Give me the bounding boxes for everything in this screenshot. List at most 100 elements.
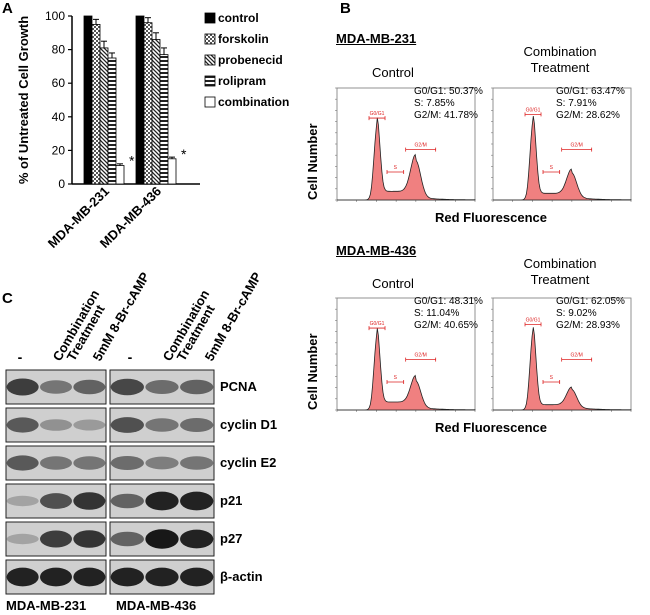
significance-marker: *: [181, 146, 187, 162]
blot-band: [180, 567, 214, 587]
lane-label: -: [18, 349, 23, 365]
protein-label: p27: [220, 531, 243, 546]
legend-label: rolipram: [218, 74, 266, 88]
flow-hist-title: Control: [372, 65, 414, 80]
blot-band: [110, 493, 144, 509]
stat-g0g1: G0/G1: 48.31%: [414, 296, 483, 307]
protein-label: p21: [220, 493, 243, 508]
flow-stats: G0/G1: 50.37% S: 7.85% G2/M: 41.78%: [414, 86, 483, 122]
bar: [91, 23, 101, 185]
gate-label: G2/M: [571, 353, 583, 359]
blot-band: [180, 418, 214, 432]
stat-g2m: G2/M: 40.65%: [414, 320, 478, 331]
flow-cell-line-title-2: MDA-MB-436: [336, 243, 417, 258]
blot-cell-line-label: MDA-MB-231: [6, 598, 87, 613]
y-tick-label: 20: [52, 143, 66, 157]
bar: [167, 158, 177, 185]
flow-histogram-436-control: G0/G1 S G2/M: [335, 297, 476, 412]
stat-g0g1: G0/G1: 62.05%: [556, 296, 625, 307]
blot-cell-line-label: MDA-MB-436: [116, 598, 197, 613]
blot-band: [145, 456, 179, 470]
bar: [151, 39, 161, 185]
blot-band: [6, 567, 39, 587]
blot-band: [6, 533, 39, 545]
gate-label: G2/M: [571, 143, 583, 149]
blot-band: [6, 495, 39, 507]
legend-label: probenecid: [218, 53, 283, 67]
gate-label: G0/G1: [526, 317, 541, 323]
flow-stats: G0/G1: 62.05% S: 9.02% G2/M: 28.93%: [556, 296, 625, 332]
protein-label: cyclin D1: [220, 417, 278, 432]
gate-label: S: [550, 375, 554, 381]
stat-g2m: G2/M: 28.93%: [556, 320, 620, 331]
panel-b-letter: B: [340, 0, 351, 17]
blot-band: [110, 531, 144, 547]
blot-band: [73, 419, 106, 431]
blot-band: [180, 379, 214, 395]
flow-stats: G0/G1: 63.47% S: 7.91% G2/M: 28.62%: [556, 86, 625, 122]
bar: [107, 57, 117, 185]
blot-band: [110, 456, 144, 470]
bar: [99, 47, 109, 185]
legend-swatch: [204, 96, 216, 108]
blot-band: [110, 378, 144, 396]
blot-band: [145, 491, 179, 511]
y-tick-label: 40: [52, 110, 66, 124]
flow-cell-line-title-1: MDA-MB-231: [336, 31, 417, 46]
blot-band: [110, 417, 144, 433]
y-tick-label: 80: [52, 43, 66, 57]
legend-label: combination: [218, 95, 289, 109]
flow-x-label: Red Fluorescence: [435, 210, 547, 225]
blot-band: [73, 456, 106, 470]
stat-s: S: 11.04%: [414, 308, 460, 319]
protein-label: cyclin E2: [220, 455, 277, 470]
blot-band: [180, 491, 214, 511]
legend-swatch: [204, 12, 216, 24]
blot-band: [145, 529, 179, 549]
blot-band: [40, 419, 72, 431]
lane-label: -: [128, 349, 133, 365]
stat-s: S: 7.85%: [414, 98, 455, 109]
legend-swatch: [204, 33, 216, 45]
blot-band: [6, 455, 39, 471]
blot-band: [180, 529, 214, 549]
bar: [143, 22, 153, 185]
flow-hist-title: Combination Treatment: [523, 256, 597, 287]
protein-label: PCNA: [220, 379, 257, 394]
panel-a-letter: A: [2, 0, 13, 17]
blot-band: [110, 567, 144, 587]
blot-band: [73, 379, 106, 395]
flow-histogram-436-combination: G0/G1 S G2/M: [491, 297, 632, 412]
y-tick-label: 60: [52, 76, 66, 90]
legend-swatch: [204, 54, 216, 66]
gate-label: G0/G1: [526, 107, 541, 113]
bar: [83, 15, 93, 185]
gate-label: G0/G1: [370, 111, 385, 117]
blot-band: [40, 380, 72, 394]
stat-s: S: 7.91%: [556, 98, 597, 109]
significance-marker: *: [129, 153, 135, 169]
y-axis-label: % of Untreated Cell Growth: [16, 16, 31, 184]
protein-label: β-actin: [220, 569, 263, 584]
stat-s: S: 9.02%: [556, 308, 597, 319]
blot-band: [40, 456, 72, 470]
histogram-frame: [492, 87, 632, 201]
bar: [115, 165, 125, 185]
gate-label: S: [550, 165, 554, 171]
histogram-frame: [336, 87, 476, 201]
blot-band: [145, 380, 179, 394]
blot-band: [145, 418, 179, 432]
flow-histogram-231-control: G0/G1 S G2/M: [335, 87, 476, 202]
flow-histogram-231-combination: G0/G1 S G2/M: [491, 87, 632, 202]
legend-label: control: [218, 11, 259, 25]
blot-band: [73, 492, 106, 510]
histogram-curve: [337, 328, 476, 411]
blot-band: [40, 530, 72, 548]
histogram-curve: [337, 117, 476, 201]
stat-g2m: G2/M: 28.62%: [556, 110, 620, 121]
flow-stats: G0/G1: 48.31% S: 11.04% G2/M: 40.65%: [414, 296, 483, 332]
gate-label: G2/M: [415, 143, 427, 149]
gate-label: S: [394, 165, 398, 171]
panel-c-letter: C: [2, 290, 13, 307]
flow-y-label: Cell Number: [305, 123, 320, 200]
